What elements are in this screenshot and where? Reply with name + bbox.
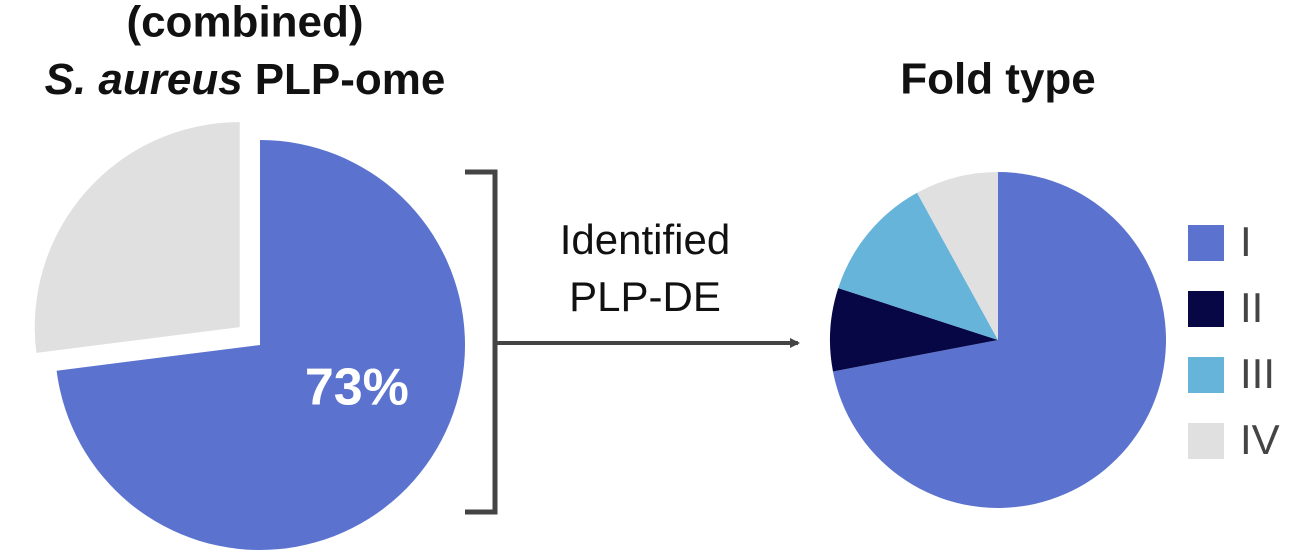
pie-slice — [34, 122, 240, 353]
pie-slice — [838, 192, 998, 340]
pie-slice — [917, 172, 998, 340]
chart-title: Fold type — [900, 55, 1096, 104]
annotation: Identified — [560, 216, 730, 263]
legend-label: I — [1240, 218, 1252, 265]
chart-title: (combined) — [126, 0, 363, 47]
legend-label: III — [1240, 350, 1275, 397]
legend-swatch — [1188, 225, 1224, 261]
pie-slice — [830, 288, 998, 372]
legend-label: II — [1240, 284, 1263, 331]
legend-label: IV — [1240, 416, 1280, 463]
legend-swatch — [1188, 291, 1224, 327]
pie-slice — [56, 140, 465, 550]
chart-title-italic: S. aureus — [45, 55, 243, 104]
chart-title: S. aureus PLP-ome — [45, 55, 446, 104]
annotation: PLP-DE — [569, 273, 721, 320]
bracket — [465, 169, 498, 515]
pie-slice — [832, 172, 1166, 509]
data-label: 73% — [305, 359, 409, 417]
legend-swatch — [1188, 357, 1224, 393]
chart-title: PLP-ome — [255, 55, 446, 104]
legend-swatch — [1188, 423, 1224, 459]
